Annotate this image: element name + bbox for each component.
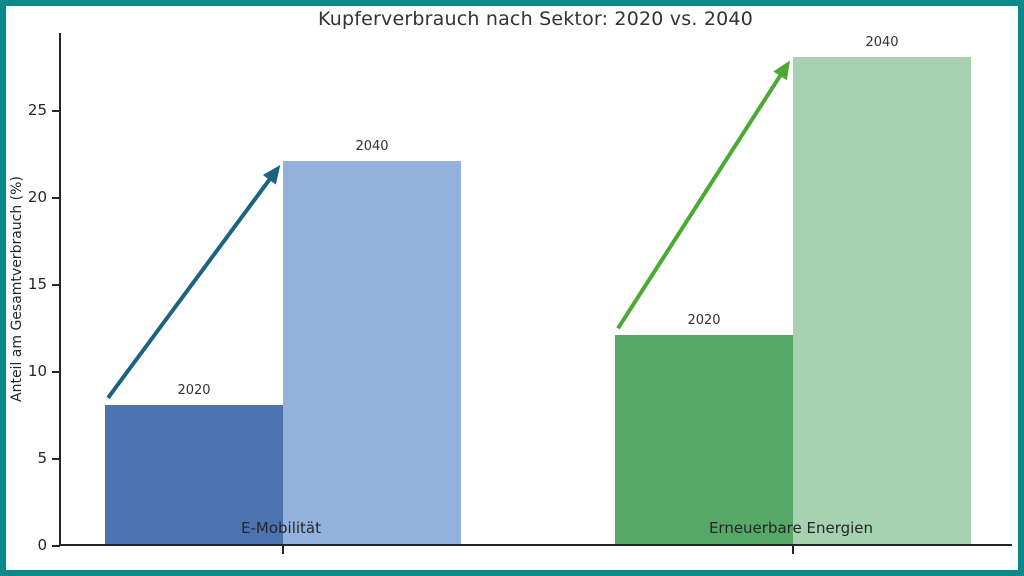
- y-tick-label: 10: [27, 362, 47, 381]
- y-tick-label: 0: [37, 536, 47, 554]
- bar-erneuerbare-energien-2040: [793, 57, 971, 544]
- bar-e-mobilit-t-2020: [105, 404, 283, 544]
- bar-value-label: 2020: [177, 382, 211, 398]
- y-tick: [52, 197, 60, 200]
- bar-value-label: 2020: [687, 313, 721, 329]
- x-tick: [792, 546, 794, 554]
- x-tick: [282, 546, 284, 554]
- bar-value-label: 2040: [865, 35, 899, 51]
- y-tick-label: 15: [27, 275, 47, 294]
- y-tick-label: 5: [37, 449, 47, 468]
- growth-arrow-e-mobilit-t: [106, 164, 281, 400]
- plot-area: 0 5 10 15 20 25 2020 2040 2020 2040: [28, 33, 1012, 554]
- growth-arrows-layer: [106, 60, 790, 400]
- y-tick: [52, 110, 60, 113]
- bar-erneuerbare-energien-2020: [615, 335, 793, 544]
- growth-arrow-erneuerbare-energien: [616, 60, 790, 330]
- y-tick: [52, 371, 60, 374]
- bar-e-mobilit-t-2040: [283, 161, 461, 544]
- y-tick-label: 25: [27, 101, 47, 120]
- y-tick: [52, 458, 60, 461]
- y-tick: [52, 284, 60, 287]
- bar-value-label: 2040: [355, 139, 389, 155]
- y-tick-label: 20: [27, 188, 47, 207]
- x-category-label-erneuerbare-energien: Erneuerbare Energien: [708, 519, 874, 537]
- y-tick: [52, 545, 60, 547]
- x-category-label-e-mobilit-t: E-Mobilität: [241, 519, 321, 537]
- chart-title: Kupferverbrauch nach Sektor: 2020 vs. 20…: [318, 8, 753, 30]
